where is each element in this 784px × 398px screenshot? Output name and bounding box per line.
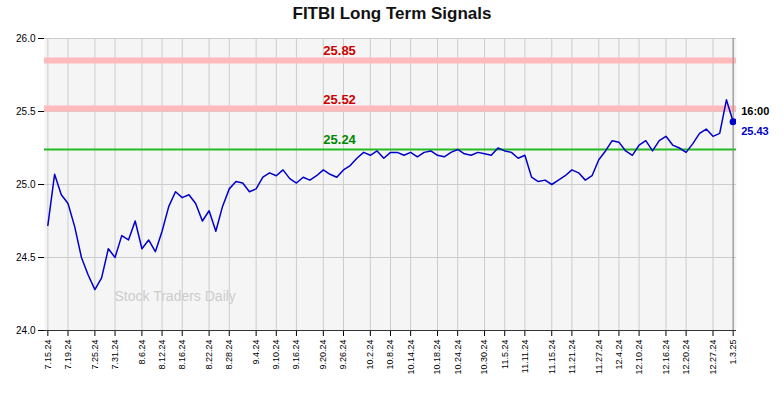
svg-text:10.24.24: 10.24.24 (453, 340, 463, 375)
svg-text:11.5.24: 11.5.24 (500, 340, 510, 369)
svg-text:24.0: 24.0 (16, 325, 36, 336)
svg-text:9.20.24: 9.20.24 (318, 340, 328, 370)
svg-text:7.15.24: 7.15.24 (43, 340, 53, 370)
svg-text:26.0: 26.0 (16, 33, 36, 44)
svg-text:12.20.24: 12.20.24 (681, 340, 691, 375)
svg-text:9.10.24: 9.10.24 (271, 340, 281, 370)
svg-text:11.27.24: 11.27.24 (594, 340, 604, 374)
svg-text:10.8.24: 10.8.24 (385, 340, 395, 370)
svg-text:8.28.24: 8.28.24 (224, 340, 234, 370)
svg-text:7.31.24: 7.31.24 (110, 340, 120, 370)
svg-text:11.15.24: 11.15.24 (547, 340, 557, 374)
svg-text:12.16.24: 12.16.24 (661, 340, 671, 375)
svg-text:25.5: 25.5 (16, 106, 36, 117)
svg-text:9.16.24: 9.16.24 (291, 340, 301, 370)
html-text:FITBI Long Term Signals: FITBI Long Term Signals (292, 4, 492, 23)
svg-text:12.4.24: 12.4.24 (614, 340, 624, 370)
svg-text:12.10.24: 12.10.24 (634, 340, 644, 375)
svg-text:7.25.24: 7.25.24 (90, 340, 100, 370)
svg-text:8.6.24: 8.6.24 (137, 340, 147, 365)
svg-text:25.43: 25.43 (741, 125, 769, 137)
svg-text:1.3.25: 1.3.25 (728, 340, 738, 365)
svg-text:10.2.24: 10.2.24 (365, 340, 375, 370)
svg-text:25.0: 25.0 (16, 179, 36, 190)
svg-text:8.16.24: 8.16.24 (177, 340, 187, 370)
svg-text:12.27.24: 12.27.24 (708, 340, 718, 375)
svg-text:11.21.24: 11.21.24 (567, 340, 577, 374)
svg-text:10.14.24: 10.14.24 (406, 340, 416, 375)
svg-text:9.26.24: 9.26.24 (338, 340, 348, 370)
svg-text:24.5: 24.5 (16, 252, 36, 263)
svg-text:11.11.24: 11.11.24 (520, 340, 530, 374)
svg-text:25.52: 25.52 (323, 92, 356, 107)
svg-text:9.4.24: 9.4.24 (251, 340, 261, 365)
svg-text:7.19.24: 7.19.24 (63, 340, 73, 370)
svg-text:10.30.24: 10.30.24 (479, 340, 489, 375)
svg-text:10.18.24: 10.18.24 (432, 340, 442, 375)
svg-text:Stock Traders Daily: Stock Traders Daily (115, 288, 236, 304)
svg-text:25.85: 25.85 (323, 43, 356, 58)
svg-text:8.12.24: 8.12.24 (157, 340, 167, 370)
svg-text:25.24: 25.24 (323, 132, 356, 147)
svg-text:16:00: 16:00 (741, 105, 769, 117)
svg-text:8.22.24: 8.22.24 (204, 340, 214, 370)
